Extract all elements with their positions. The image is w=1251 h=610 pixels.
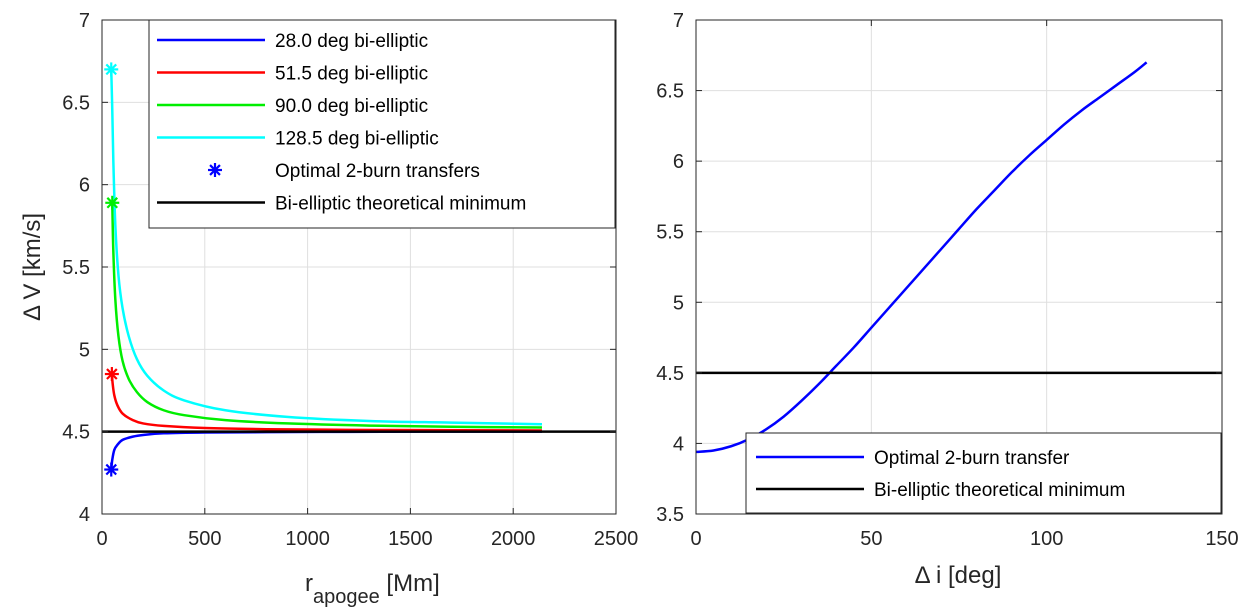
right-legend-box: [745, 432, 1222, 514]
left-series-51-5-deg-bi-elliptic: [110, 373, 542, 432]
right-x-axis-label: Δ i [deg]: [915, 562, 1002, 589]
left-x-tick-label: 2500: [594, 528, 639, 550]
left-y-tick-label: 5: [79, 339, 90, 361]
left-y-tick-label: 6: [79, 175, 90, 197]
left-optimal-markers: [104, 62, 120, 477]
right-plot-area: [696, 20, 1222, 514]
left-legend-box: [148, 19, 616, 229]
right-x-tick-label: 100: [1030, 528, 1063, 550]
right-legend-label-optimal-2-burn-transfer: Optimal 2-burn transfer: [874, 448, 1070, 469]
right-y-tick-label: 4: [673, 433, 684, 455]
left-x-tick-label: 0: [96, 528, 107, 550]
right-x-tick-label: 150: [1205, 528, 1238, 550]
left-legend-item-51-5-deg-bi-elliptic: 51.5 deg bi-elliptic: [157, 64, 428, 85]
right-y-tick-label: 7: [673, 10, 684, 32]
right-legend-item-bi-elliptic-theoretical-minimum: Bi-elliptic theoretical minimum: [756, 480, 1125, 501]
left-legend-item-28-0-deg-bi-elliptic: 28.0 deg bi-elliptic: [157, 31, 428, 52]
left-series-group: [102, 69, 616, 470]
delta-v-vs-inclination-chart: 0 50 100 150 3.5 4 4.5 5 5.5 6 6.5 7 Δ i [deg] Opt…: [656, 10, 1239, 589]
left-series-128-5-deg-bi-elliptic: [110, 69, 543, 426]
right-x-tick-label: 0: [690, 528, 701, 550]
left-legend-item-bi-elliptic-theoretical-minimum: Bi-elliptic theoretical minimum: [157, 194, 526, 215]
left-legend-label-bi-elliptic-theoretical-minimum: Bi-elliptic theoretical minimum: [275, 194, 526, 215]
right-y-tick-label: 6.5: [656, 81, 684, 103]
left-optimal-point-2: [105, 195, 120, 210]
left-y-tick-labels: 4 4.5 5 5.5 6 6.5 7: [62, 10, 90, 526]
left-legend-label-90-0-deg-bi-elliptic: 90.0 deg bi-elliptic: [275, 96, 428, 117]
right-y-tick-label: 6: [673, 151, 684, 173]
left-y-tick-label: 7: [79, 10, 90, 32]
right-legend-item-optimal-2-burn-transfer: Optimal 2-burn transfer: [756, 448, 1070, 469]
left-legend-label-128-5-deg-bi-elliptic: 128.5 deg bi-elliptic: [275, 129, 439, 150]
right-legend-label-bi-elliptic-theoretical-minimum: Bi-elliptic theoretical minimum: [874, 480, 1125, 501]
right-legend: Optimal 2-burn transfer Bi-elliptic theor…: [745, 432, 1222, 514]
left-legend-item-128-5-deg-bi-elliptic: 128.5 deg bi-elliptic: [157, 129, 439, 150]
right-y-tick-label: 4.5: [656, 363, 684, 385]
right-x-tick-labels: 0 50 100 150: [690, 528, 1238, 550]
left-optimal-point-0: [104, 462, 119, 477]
right-x-tick-label: 50: [860, 528, 882, 550]
left-legend: 28.0 deg bi-elliptic 51.5 deg bi-elliptic…: [148, 19, 616, 229]
left-optimal-point-1: [104, 367, 119, 382]
left-legend-label-51-5-deg-bi-elliptic: 51.5 deg bi-elliptic: [275, 64, 428, 85]
right-y-tick-label: 3.5: [656, 504, 684, 526]
right-axes-box: [695, 19, 1223, 515]
right-y-tick-labels: 3.5 4 4.5 5 5.5 6 6.5 7: [656, 10, 684, 526]
left-y-axis-label: Δ V [km/s]: [19, 213, 46, 321]
left-series-90-0-deg-bi-elliptic: [111, 202, 542, 429]
left-x-tick-label: 1000: [285, 528, 330, 550]
left-optimal-point-3: [104, 62, 119, 77]
left-legend-item-90-0-deg-bi-elliptic: 90.0 deg bi-elliptic: [157, 96, 428, 117]
left-y-tick-label: 4: [79, 504, 90, 526]
right-series-group: [695, 61, 1222, 454]
left-legend-item-optimal-2-burn-transfers: Optimal 2-burn transfers: [208, 161, 480, 182]
left-x-tick-label: 500: [188, 528, 221, 550]
right-y-tick-label: 5.5: [656, 222, 684, 244]
left-x-axis-label: rapogee [Mm]: [305, 570, 440, 608]
right-y-tick-label: 5: [673, 292, 684, 314]
left-y-tick-label: 4.5: [62, 422, 90, 444]
right-series-optimal-2-burn-transfer: [695, 61, 1148, 454]
left-legend-marker-optimal-2-burn-transfers: [208, 163, 222, 177]
left-legend-label-optimal-2-burn-transfers: Optimal 2-burn transfers: [275, 161, 480, 182]
left-x-tick-label: 1500: [388, 528, 433, 550]
left-x-tick-labels: 0 500 1000 1500 2000 2500: [96, 528, 638, 550]
left-y-tick-label: 5.5: [62, 257, 90, 279]
left-x-tick-label: 2000: [491, 528, 536, 550]
left-legend-label-28-0-deg-bi-elliptic: 28.0 deg bi-elliptic: [275, 31, 428, 52]
delta-v-vs-apogee-chart: 0 500 1000 1500 2000 2500 4 4.5 5 5.5 6 6.5 7 rapog…: [19, 10, 638, 608]
left-y-tick-label: 6.5: [62, 92, 90, 114]
